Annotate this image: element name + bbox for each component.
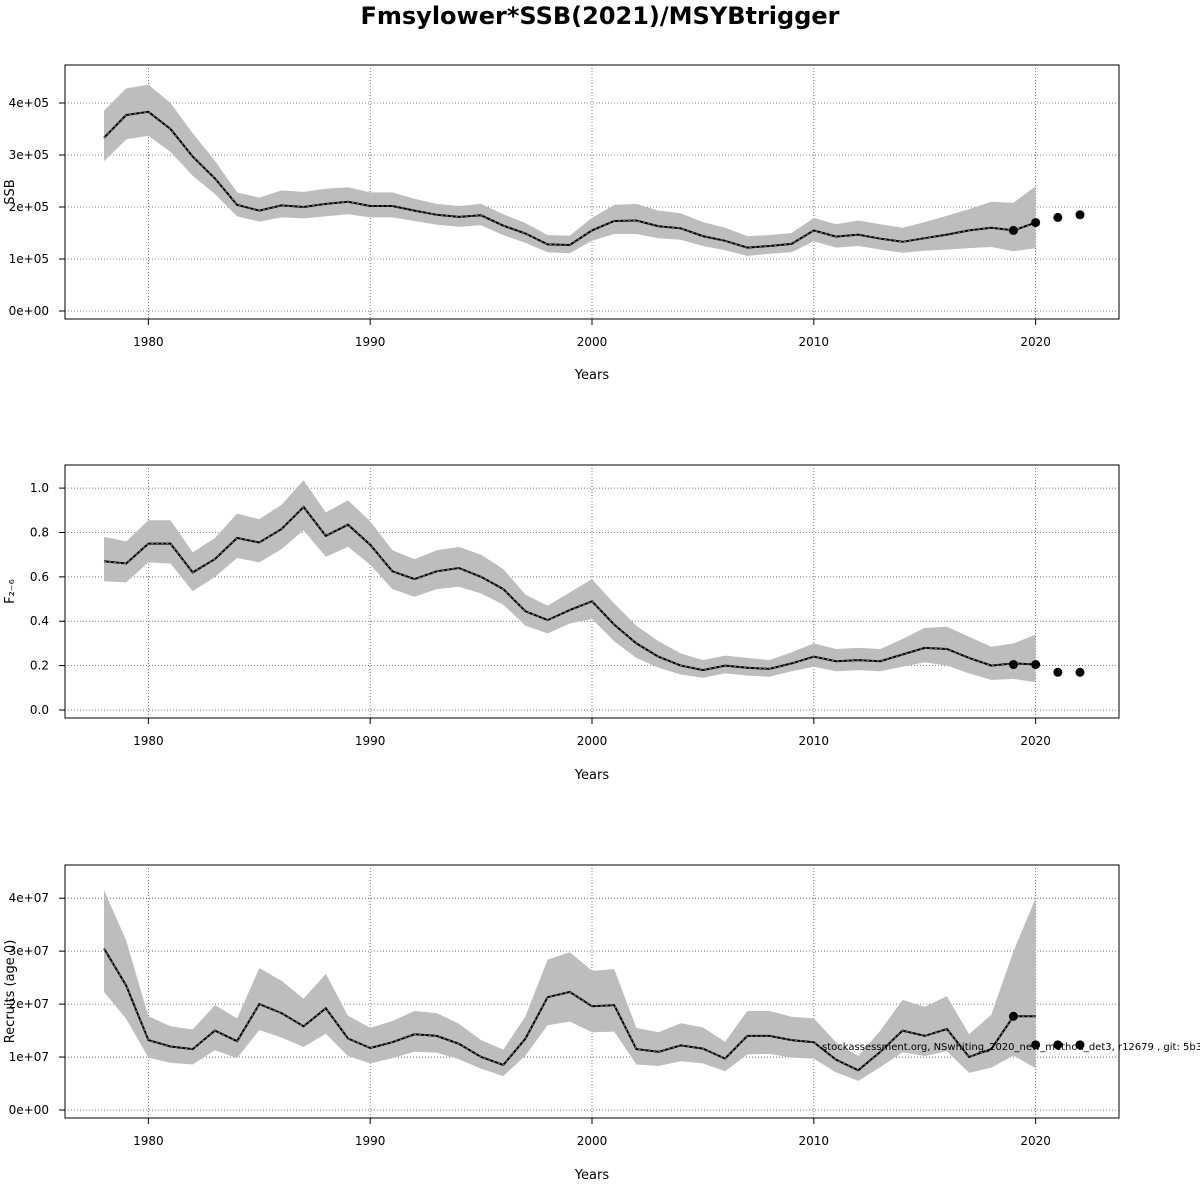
y-tick-label: 3e+05 bbox=[9, 148, 49, 162]
x-tick-label: 2020 bbox=[1020, 1134, 1051, 1148]
x-tick-label: 2010 bbox=[799, 335, 830, 349]
forecast-point bbox=[1031, 1040, 1041, 1050]
x-tick-label: 1990 bbox=[355, 734, 386, 748]
estimate-line-dots bbox=[103, 111, 1036, 249]
estimate-line-dots bbox=[103, 506, 1036, 671]
y-tick-label: 0.4 bbox=[30, 614, 49, 628]
forecast-point bbox=[1053, 1040, 1063, 1050]
x-tick-label: 1990 bbox=[355, 335, 386, 349]
x-axis-label: Years bbox=[574, 368, 610, 383]
forecast-point bbox=[1075, 210, 1085, 220]
y-tick-label: 1.0 bbox=[30, 481, 49, 495]
y-tick-label: 0.8 bbox=[30, 525, 49, 539]
y-tick-label: 4e+05 bbox=[9, 96, 49, 110]
y-tick-label: 3e+07 bbox=[9, 944, 49, 958]
x-tick-label: 2000 bbox=[577, 335, 608, 349]
x-tick-label: 1980 bbox=[133, 335, 164, 349]
forecast-point bbox=[1053, 212, 1063, 222]
forecast-point bbox=[1075, 667, 1085, 677]
y-axis-label: Recruits (age 0) bbox=[3, 940, 18, 1044]
y-axis-label: F₂₋₆ bbox=[3, 579, 18, 604]
x-tick-label: 2010 bbox=[799, 734, 830, 748]
y-tick-label: 0e+00 bbox=[9, 1103, 49, 1117]
y-tick-label: 4e+07 bbox=[9, 891, 49, 905]
ssb-panel: 1980 1990 2000 2010 2020 0e+00 1e+05 2e+05 3e+05… bbox=[3, 64, 1120, 383]
x-tick-label: 2020 bbox=[1020, 734, 1051, 748]
x-tick-label: 1990 bbox=[355, 1134, 386, 1148]
figure-title: Fmsylower*SSB(2021)/MSYBtrigger bbox=[360, 2, 840, 30]
confidence-band bbox=[104, 480, 1036, 683]
y-tick-label: 0.0 bbox=[30, 703, 49, 717]
x-tick-label: 1980 bbox=[133, 1134, 164, 1148]
forecast-point bbox=[1031, 660, 1041, 670]
x-axis-label: Years bbox=[574, 768, 610, 783]
forecast-point bbox=[1008, 1011, 1018, 1021]
fishing-mortality-panel: 1980 1990 2000 2010 2020 0.0 0.2 0.4 0.6 0.8 1.0 Ye… bbox=[3, 464, 1120, 783]
watermark-text: stockassessment.org, NSwhiting_2020_new_… bbox=[822, 1042, 1200, 1053]
x-tick-label: 1980 bbox=[133, 734, 164, 748]
y-tick-label: 0e+00 bbox=[9, 304, 49, 318]
confidence-band bbox=[104, 890, 1036, 1081]
forecast-point bbox=[1008, 225, 1018, 235]
x-tick-label: 2000 bbox=[577, 1134, 608, 1148]
recruits-panel: 1980 1990 2000 2010 2020 0e+00 1e+07 2e+07 3e+07… bbox=[3, 864, 1120, 1183]
forecast-point bbox=[1053, 667, 1063, 677]
y-axis-label: SSB bbox=[3, 179, 18, 204]
x-axis-label: Years bbox=[574, 1168, 610, 1183]
y-tick-label: 1e+07 bbox=[9, 1050, 49, 1064]
y-tick-label: 1e+05 bbox=[9, 252, 49, 266]
x-tick-label: 2000 bbox=[577, 734, 608, 748]
y-tick-label: 2e+07 bbox=[9, 997, 49, 1011]
forecast-point bbox=[1075, 1040, 1085, 1050]
y-tick-label: 0.2 bbox=[30, 659, 49, 673]
x-tick-label: 2010 bbox=[799, 1134, 830, 1148]
y-tick-label: 2e+05 bbox=[9, 200, 49, 214]
forecast-point bbox=[1008, 660, 1018, 670]
confidence-band bbox=[104, 84, 1036, 256]
y-tick-label: 0.6 bbox=[30, 570, 49, 584]
forecast-point bbox=[1031, 218, 1041, 228]
x-tick-label: 2020 bbox=[1020, 335, 1051, 349]
estimate-line-dots bbox=[103, 948, 1036, 1071]
